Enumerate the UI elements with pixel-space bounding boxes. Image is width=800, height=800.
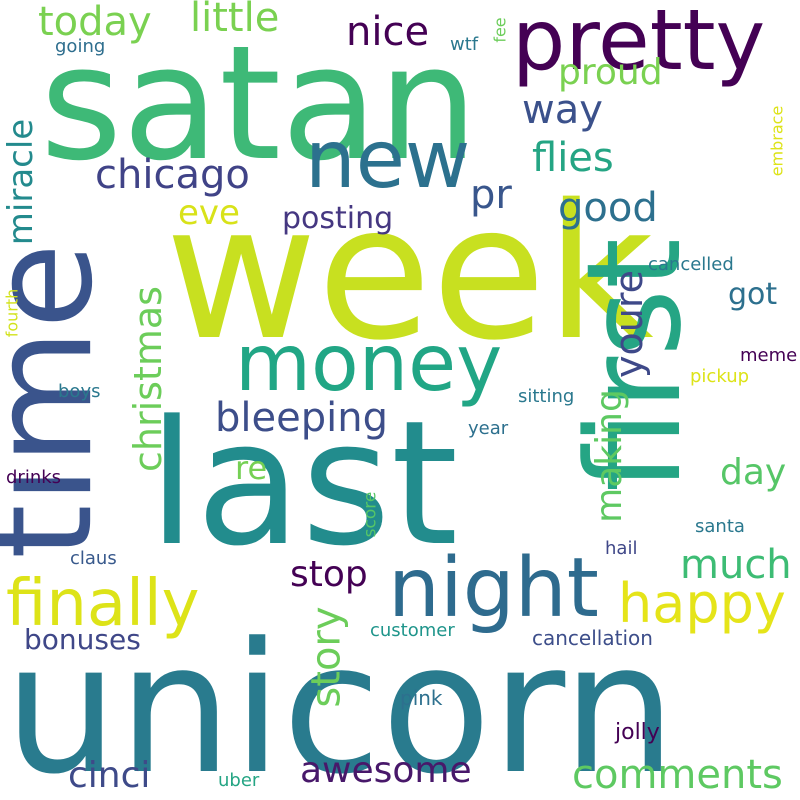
word-bleeping: bleeping bbox=[215, 395, 388, 441]
word-jolly: jolly bbox=[615, 720, 660, 745]
word-fourth: fourth bbox=[2, 288, 22, 338]
word-chicago: chicago bbox=[95, 152, 250, 198]
word-awesome: awesome bbox=[300, 750, 472, 791]
word-posting: posting bbox=[282, 201, 394, 236]
word-little: little bbox=[190, 0, 280, 41]
word-going: going bbox=[55, 36, 106, 57]
word-nice: nice bbox=[346, 9, 430, 55]
word-last: last bbox=[148, 383, 459, 584]
word-claus: claus bbox=[70, 548, 117, 569]
word-re: re bbox=[235, 449, 268, 487]
word-pr: pr bbox=[470, 172, 512, 218]
word-santa: santa bbox=[695, 516, 745, 537]
word-fee: fee bbox=[490, 17, 510, 43]
word-satan: satan bbox=[40, 12, 479, 196]
word-comments: comments bbox=[572, 752, 783, 798]
word-boys: boys bbox=[58, 381, 101, 402]
word-making: making bbox=[588, 389, 630, 523]
word-hail: hail bbox=[605, 538, 638, 559]
word-week: week bbox=[165, 164, 654, 381]
word-wtf: wtf bbox=[450, 34, 479, 55]
word-cancelled: cancelled bbox=[648, 254, 734, 275]
word-uber: uber bbox=[218, 770, 260, 791]
word-pretty: pretty bbox=[512, 0, 766, 89]
word-story: story bbox=[303, 606, 350, 708]
word-proud: proud bbox=[558, 52, 663, 93]
word-sitting: sitting bbox=[518, 386, 575, 407]
word-money: money bbox=[235, 319, 503, 409]
word-score: score bbox=[360, 491, 381, 538]
word-finally: finally bbox=[6, 567, 200, 641]
word-much: much bbox=[680, 542, 792, 588]
word-today: today bbox=[38, 0, 152, 45]
word-got: got bbox=[728, 277, 778, 312]
word-good: good bbox=[558, 185, 658, 231]
word-year: year bbox=[468, 418, 509, 439]
word-way: way bbox=[522, 87, 603, 133]
word-night: night bbox=[388, 541, 599, 636]
word-unicorn: unicorn bbox=[4, 605, 677, 800]
word-new: new bbox=[305, 113, 471, 206]
word-meme: meme bbox=[740, 345, 798, 366]
word-flies: flies bbox=[532, 135, 614, 181]
word-eve: eve bbox=[178, 193, 240, 233]
word-stop: stop bbox=[290, 554, 368, 595]
word-happy: happy bbox=[618, 572, 786, 635]
word-pickup: pickup bbox=[690, 366, 750, 387]
word-miracle: miracle bbox=[1, 118, 42, 246]
word-drinks: drinks bbox=[6, 467, 62, 488]
word-christmas: christmas bbox=[125, 286, 170, 472]
word-embrace: embrace bbox=[767, 105, 787, 177]
word-cinci: cinci bbox=[68, 755, 151, 796]
word-bonuses: bonuses bbox=[24, 623, 141, 656]
word-day: day bbox=[720, 452, 787, 493]
word-youre: youre bbox=[607, 270, 651, 378]
word-customer: customer bbox=[370, 620, 455, 641]
word-pink: pink bbox=[400, 686, 443, 710]
word-cancellation: cancellation bbox=[532, 626, 653, 650]
